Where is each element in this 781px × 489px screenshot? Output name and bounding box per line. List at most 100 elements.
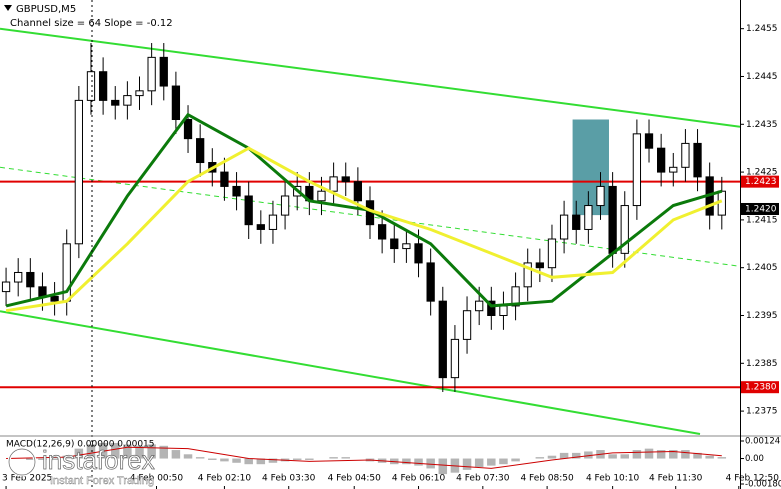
macd-bar: [584, 451, 593, 459]
macd-bar: [632, 450, 642, 459]
candle-body: [256, 224, 265, 230]
macd-bar: [256, 458, 266, 465]
macd-bar: [644, 448, 654, 459]
x-tick-label: 4 Feb 02:10: [198, 474, 252, 484]
macd-bar: [329, 457, 338, 459]
candle-body: [317, 190, 326, 202]
last-price-tag: [741, 202, 779, 215]
x-tick-label: 4 Feb 03:30: [262, 474, 316, 484]
candle-body: [50, 295, 59, 302]
candle-body: [123, 95, 132, 106]
macd-bar: [171, 450, 181, 459]
candle-body: [135, 90, 144, 97]
candle-body: [499, 305, 508, 316]
macd-bar: [608, 454, 617, 459]
macd-bar: [220, 458, 229, 462]
macd-y-tick-label: -0.00180: [745, 480, 781, 489]
y-tick-label: 1.2415: [746, 215, 778, 225]
macd-bar: [669, 450, 678, 459]
candle-body: [669, 166, 678, 173]
candle-body: [341, 176, 350, 183]
macd-bar: [232, 458, 241, 463]
candle-body: [26, 271, 35, 288]
candle-body: [511, 286, 520, 307]
macd-bar: [717, 457, 727, 459]
macd-bar: [74, 448, 84, 459]
macd-bar: [195, 457, 205, 459]
macd-bar: [268, 458, 278, 463]
macd-bar: [86, 444, 96, 459]
candle-body: [171, 85, 181, 121]
candle-body: [681, 142, 690, 168]
macd-y-tick-label: 0.00124: [745, 437, 780, 447]
candle-body: [329, 176, 338, 192]
candle-body: [559, 214, 569, 240]
macd-bar: [111, 442, 120, 459]
y-tick-label: 1.2395: [746, 311, 778, 321]
candle-body: [475, 300, 484, 312]
macd-bar: [705, 455, 714, 459]
candle-body: [159, 56, 168, 87]
symbol-label: GBPUSD,M5: [16, 4, 76, 15]
macd-bar: [50, 458, 59, 460]
macd-signal: [6, 446, 722, 469]
macd-bar: [656, 450, 666, 459]
macd-bar: [208, 458, 217, 460]
macd-bar: [26, 458, 35, 460]
macd-bar: [620, 454, 629, 459]
macd-bar: [292, 458, 302, 460]
candle-body: [183, 119, 193, 140]
candle-body: [268, 214, 278, 230]
macd-bar: [535, 457, 545, 459]
macd-bar: [402, 458, 411, 465]
macd-y-tick-label: 0.00: [745, 454, 764, 464]
channel-line: [0, 310, 701, 435]
candle-body: [596, 185, 605, 207]
x-tick-label: 4 Feb 04:50: [328, 474, 382, 484]
macd-bar: [474, 458, 484, 468]
candle-body: [98, 71, 108, 101]
candle-body: [547, 238, 557, 269]
x-tick-label: 4 Feb 07:30: [456, 474, 510, 484]
y-tick-label: 1.2385: [746, 359, 778, 369]
macd-bar: [414, 458, 423, 466]
level-tag: [741, 175, 779, 188]
candle-body: [487, 300, 496, 316]
macd-bar: [135, 445, 144, 459]
candle-body: [74, 99, 83, 245]
macd-bar: [244, 458, 253, 465]
macd-plot: [6, 442, 727, 475]
x-tick-label: 4 Feb 12:50: [726, 474, 780, 484]
y-tick-label: 1.2445: [746, 72, 778, 82]
candle-body: [438, 300, 447, 379]
candle-body: [693, 142, 702, 178]
macd-bar: [487, 458, 496, 466]
candle-body: [535, 262, 544, 269]
candle-body: [1, 281, 11, 293]
candle-body: [657, 147, 666, 173]
candle-body: [86, 71, 96, 101]
price-plot: [0, 27, 740, 435]
macd-bar: [511, 458, 520, 462]
watermark-logo-outline: [8, 448, 36, 476]
candle-body: [232, 185, 241, 197]
candle-body: [390, 238, 399, 250]
macd-bar: [693, 452, 702, 459]
macd-bar: [547, 455, 557, 459]
candle-body: [280, 195, 290, 216]
candle-body: [632, 133, 642, 207]
candle-body: [523, 262, 532, 288]
candle-body: [644, 133, 654, 149]
candle-body: [572, 214, 581, 230]
macd-bar: [426, 458, 435, 469]
candle-body: [620, 205, 629, 254]
moving-average: [5, 146, 723, 313]
level-label: 1.2380: [745, 383, 777, 393]
y-tick-label: 1.2425: [746, 168, 778, 178]
candle-body: [414, 243, 423, 264]
candle-body: [111, 99, 120, 106]
x-tick-label: 4 Feb 10:10: [586, 474, 640, 484]
macd-bar: [147, 444, 156, 459]
